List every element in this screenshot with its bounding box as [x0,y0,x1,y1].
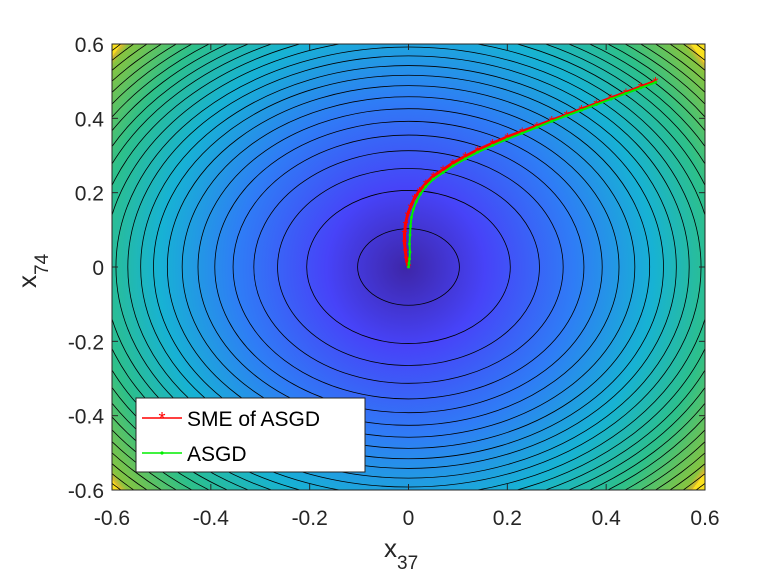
series-marker-asgd [565,114,569,118]
series-marker-asgd [476,150,480,154]
series-marker-sme-of-asgd: * [412,191,418,208]
x-tick-label: -0.6 [94,507,130,530]
series-marker-asgd [407,242,411,246]
x-tick-label: 0.2 [493,507,522,530]
x-tick-label: 0 [403,507,415,530]
series-marker-sme-of-asgd: * [408,200,414,217]
series-marker-asgd [408,233,412,237]
contour-line [140,65,677,469]
legend-label-asgd: ASGD [187,443,247,466]
series-marker-asgd [431,177,435,181]
y-tick-label: 0.2 [75,183,104,206]
y-axis-ticks: 0.6 0.4 0.2 0 -0.2 -0.4 -0.6 [68,34,705,503]
series-marker-asgd [424,185,428,189]
series-marker-sme-of-asgd: * [423,176,429,193]
legend: * SME of ASGD ASGD [135,397,366,473]
y-axis-label: x74 [12,253,53,288]
series-marker-asgd [414,200,418,204]
series-marker-asgd [409,215,413,219]
series-marker-asgd [624,91,628,95]
series-marker-asgd [609,97,613,101]
contour-line [214,120,603,414]
series-marker-sme-of-asgd: * [416,184,422,201]
series-marker-asgd [639,86,643,90]
contour-line [357,228,460,306]
series-marker-asgd [441,171,445,175]
series-marker-asgd [654,80,658,84]
contour-line [181,96,636,438]
series-marker-asgd [407,261,411,265]
y-tick-label: 0 [92,257,104,280]
series-marker-sme-of-asgd: * [403,217,409,234]
x-tick-label: -0.4 [193,507,230,530]
series-marker-sme-of-asgd: * [403,245,409,262]
x-tick-label: 0.6 [690,507,719,530]
series-marker-asgd [491,143,495,147]
series-marker-sme-of-asgd: * [402,236,408,253]
contour-line [253,150,564,384]
series-marker-asgd [407,265,410,269]
contour-line [153,74,664,460]
series-marker-sme-of-asgd: * [405,257,411,274]
series-marker-asgd [550,119,554,123]
contour-line [127,55,690,479]
x-axis-label: x37 [384,533,418,574]
legend-label-sme: SME of ASGD [187,408,320,431]
contour-line [232,134,585,400]
y-tick-label: -0.6 [68,480,104,503]
series-marker-asgd [411,207,415,211]
contour-line [306,190,511,344]
contour-line [197,108,620,426]
series-marker-asgd [408,224,412,228]
trajectories: ***************************** [402,74,659,277]
x-tick-label: -0.2 [292,507,328,530]
y-tick-label: -0.4 [68,406,105,429]
x-tick-label: 0.4 [592,507,622,530]
y-tick-label: -0.2 [68,331,104,354]
series-marker-asgd [407,257,411,261]
contour-line [277,168,540,366]
x-axis-label-sub: 37 [397,553,418,574]
series-marker-asgd [535,125,539,129]
series-marker-asgd [418,192,422,196]
series-marker-asgd [451,164,455,168]
series-marker-sme-of-asgd: * [430,169,436,186]
contour-line [166,85,651,449]
series-marker-asgd [463,157,467,161]
series-marker-asgd [579,108,583,112]
legend-marker-asgd [160,451,164,455]
series-marker-sme-of-asgd: * [402,227,408,244]
series-line-sme-of-asgd [403,79,657,268]
y-tick-label: 0.4 [75,108,105,131]
y-tick-label: 0.6 [75,34,104,57]
legend-marker-sme: * [158,409,165,429]
series-marker-sme-of-asgd: * [404,253,410,270]
series-marker-asgd [520,131,524,135]
x-axis-ticks: -0.6 -0.4 -0.2 0 0.2 0.4 0.6 [94,44,720,530]
y-axis-label-sub: 74 [32,253,53,275]
series-marker-sme-of-asgd: * [405,208,411,225]
series-marker-asgd [594,103,598,107]
series-marker-asgd [505,137,509,141]
series-marker-asgd [408,250,412,254]
series-marker-sme-of-asgd: * [406,260,412,277]
legend-box [135,397,366,473]
